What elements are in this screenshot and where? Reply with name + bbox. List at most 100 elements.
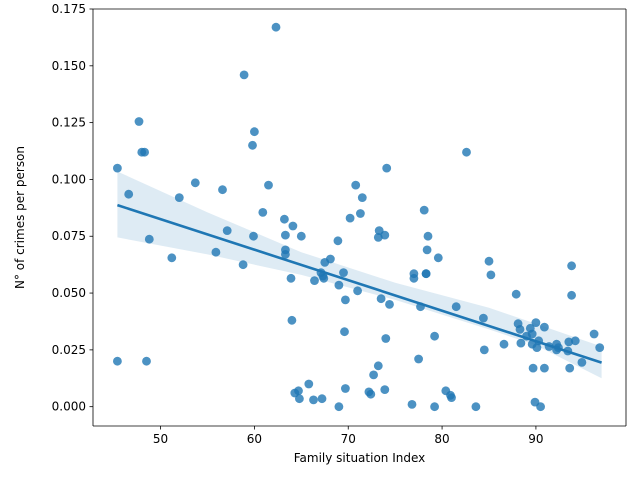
data-point [516, 338, 526, 348]
data-point [416, 302, 425, 312]
data-point [113, 356, 122, 366]
data-point [340, 327, 349, 337]
data-point [294, 386, 303, 396]
data-point [356, 209, 365, 218]
data-point [479, 313, 488, 323]
data-point [554, 343, 563, 352]
y-axis-ticks: 0.000 0.025 0.050 0.075 0.100 0.125 0.150 0.175 [52, 2, 93, 414]
data-point [281, 230, 290, 240]
data-point [595, 343, 605, 352]
y-axis-label: N° of crimes per person [13, 146, 27, 289]
axes-frame [92, 8, 627, 427]
data-point [142, 356, 151, 366]
data-point [430, 402, 439, 412]
data-point [430, 331, 439, 341]
data-point [238, 260, 248, 270]
data-point [271, 22, 281, 32]
data-point [462, 147, 471, 157]
x-tick-label: 60 [247, 432, 262, 446]
data-point [511, 289, 521, 299]
data-point [286, 273, 296, 283]
data-point [295, 394, 304, 404]
data-point [296, 231, 306, 241]
data-point [250, 127, 259, 137]
data-point [218, 185, 227, 195]
data-point [317, 394, 327, 404]
data-point [451, 302, 461, 312]
data-point [366, 389, 376, 399]
data-point [222, 226, 232, 236]
data-point [414, 354, 423, 364]
data-point [319, 273, 329, 283]
data-point [239, 70, 249, 80]
data-point [288, 221, 298, 231]
data-point [334, 280, 344, 290]
data-point [281, 250, 290, 259]
data-point [486, 270, 496, 280]
y-tick-label: 0.000 [52, 400, 86, 414]
data-point [567, 290, 576, 300]
x-tick-label: 50 [153, 432, 168, 446]
data-point [540, 322, 549, 332]
data-point [419, 205, 429, 215]
data-point [339, 268, 348, 277]
data-point [380, 230, 390, 240]
y-tick-label: 0.075 [52, 229, 86, 243]
data-point [258, 208, 268, 217]
data-point [369, 370, 378, 380]
data-point [304, 379, 314, 389]
data-point [287, 315, 297, 325]
x-axis-label: Family situation Index [294, 451, 426, 465]
data-point [423, 231, 433, 241]
data-point [570, 336, 580, 346]
data-points-layer [113, 22, 605, 412]
data-point [479, 345, 489, 355]
data-point [589, 329, 599, 339]
x-tick-label: 70 [341, 432, 356, 446]
data-point [144, 234, 154, 244]
data-point [528, 363, 538, 373]
data-point [531, 318, 541, 327]
data-point [564, 337, 574, 347]
data-point [264, 180, 273, 190]
data-point [310, 276, 319, 285]
data-point [249, 231, 258, 241]
y-tick-label: 0.175 [52, 2, 86, 16]
data-point [563, 346, 573, 356]
data-point [351, 180, 361, 190]
data-point [471, 402, 481, 412]
data-point [353, 286, 362, 296]
data-point [345, 213, 355, 223]
data-point [544, 342, 554, 351]
data-point [373, 361, 383, 371]
data-point [382, 163, 392, 173]
regression-line [116, 203, 603, 364]
data-point [376, 294, 386, 304]
data-point [124, 189, 134, 199]
y-tick-label: 0.025 [52, 343, 86, 357]
data-point [534, 336, 544, 346]
data-point [380, 385, 390, 394]
y-tick-label: 0.150 [52, 59, 86, 73]
y-tick-label: 0.100 [52, 172, 86, 186]
data-point [433, 253, 443, 263]
data-point [134, 117, 144, 126]
data-point [527, 329, 537, 339]
data-point [167, 253, 177, 263]
data-point [407, 400, 417, 409]
data-point [499, 339, 509, 349]
data-point [540, 363, 549, 373]
data-point [174, 193, 184, 203]
data-point [140, 147, 150, 157]
data-point [565, 363, 575, 373]
y-tick-label: 0.050 [52, 286, 86, 300]
data-point [385, 300, 394, 309]
data-point [577, 358, 587, 367]
data-point [515, 325, 525, 334]
data-point [357, 193, 367, 203]
x-tick-label: 80 [434, 432, 449, 446]
confidence-band-layer [117, 171, 602, 379]
data-point [248, 140, 257, 150]
data-point [333, 236, 343, 246]
